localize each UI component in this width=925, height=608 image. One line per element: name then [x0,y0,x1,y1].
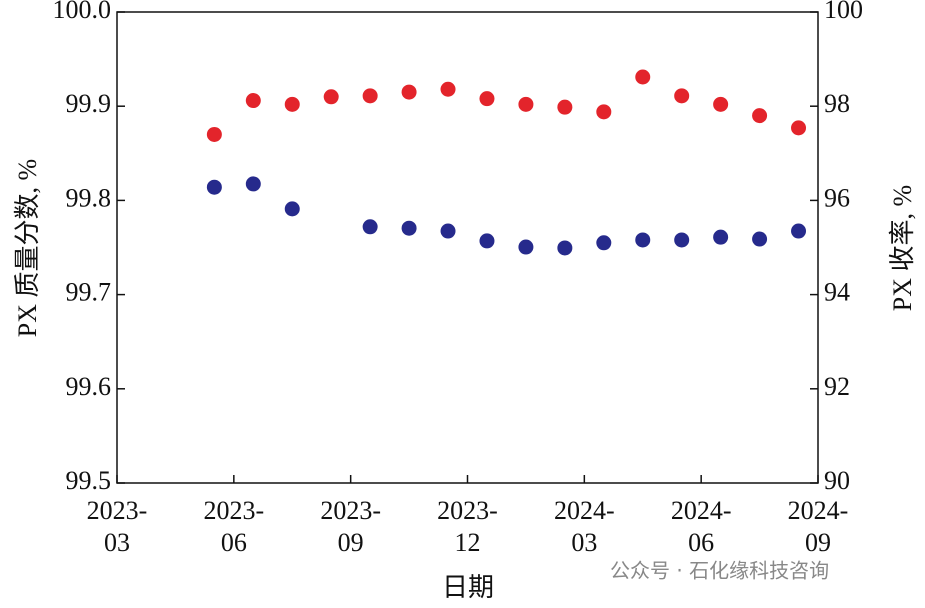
x-tick-label: 2023-12 [437,496,498,557]
point [245,176,261,192]
x-tick-label: 2023-03 [87,496,148,557]
point [245,93,261,109]
point [752,231,768,247]
y2-tick-label: 98 [824,89,850,118]
y2-tick-label: 92 [824,372,850,401]
point [284,201,300,217]
point [674,232,690,248]
x-tick-label: 2024-06 [671,496,732,557]
point [791,120,807,136]
point [518,96,534,112]
y-tick-label: 99.9 [66,89,112,118]
y-tick-label: 99.8 [66,183,112,212]
point [479,233,495,249]
x-axis-label: 日期 [442,573,494,602]
y-tick-label: 99.5 [66,466,112,495]
point [323,89,339,105]
watermark: 公众号 · 石化缘科技咨询 [610,559,829,583]
y2-tick-label: 90 [824,466,850,495]
y2-axis-label: PX 收率, % [888,185,917,311]
x-tick-label: 2023-09 [320,496,381,557]
point [752,108,768,124]
x-tick-label: 2024-09 [788,496,849,557]
point [284,96,300,112]
point [440,223,456,239]
point [596,235,612,251]
y-tick-label: 100.0 [53,0,112,24]
point [557,99,573,115]
point [557,240,573,256]
y2-tick-label: 94 [824,278,850,307]
point [596,104,612,120]
point [518,239,534,255]
point [401,220,417,236]
plot-frame [116,11,819,484]
point [479,91,495,107]
y2-tick-label: 96 [824,183,850,212]
y-tick-label: 99.7 [66,278,112,307]
point [206,126,222,142]
point [713,229,729,245]
point [635,69,651,85]
point [362,219,378,235]
point [401,84,417,100]
x-tick-label: 2024-03 [554,496,615,557]
point [791,223,807,239]
x-tick-label: 2023-06 [203,496,264,557]
y-axis-label: PX 质量分数, % [13,159,42,337]
point [440,81,456,97]
point [362,88,378,104]
y-tick-label: 99.6 [66,372,112,401]
point [635,232,651,248]
point [206,179,222,195]
y2-tick-label: 100 [824,0,863,24]
point [674,88,690,104]
point [713,96,729,112]
